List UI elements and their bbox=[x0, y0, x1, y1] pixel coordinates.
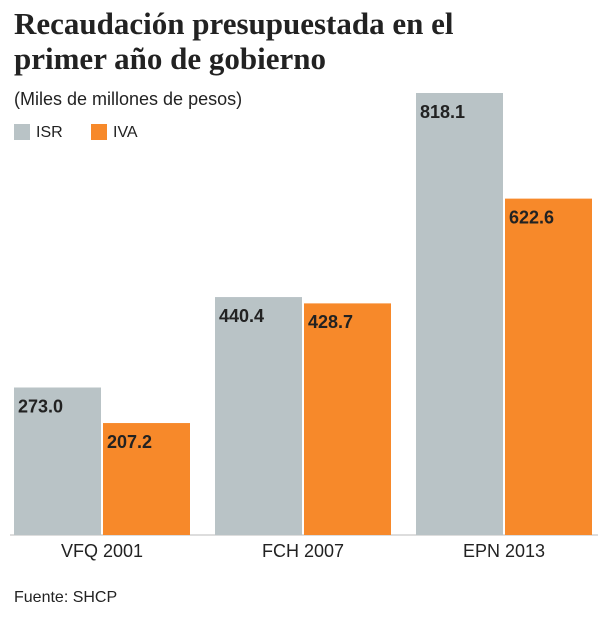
chart-title: Recaudación presupuestada en el primer a… bbox=[14, 6, 454, 76]
value-label: 818.1 bbox=[420, 102, 465, 122]
bar bbox=[215, 297, 302, 535]
value-label: 207.2 bbox=[107, 432, 152, 452]
bar bbox=[416, 93, 503, 535]
legend-label: IVA bbox=[113, 124, 138, 141]
legend-swatch bbox=[14, 124, 30, 140]
legend-label: ISR bbox=[36, 124, 63, 141]
legend-swatch bbox=[91, 124, 107, 140]
source: Fuente: SHCP bbox=[14, 589, 117, 606]
value-label: 622.6 bbox=[509, 207, 554, 227]
value-label: 440.4 bbox=[219, 306, 264, 326]
bar bbox=[304, 303, 391, 535]
value-label: 273.0 bbox=[18, 396, 63, 416]
x-tick-label: EPN 2013 bbox=[463, 541, 545, 561]
bar bbox=[103, 423, 190, 535]
x-tick-label: VFQ 2001 bbox=[61, 541, 143, 561]
value-label: 428.7 bbox=[308, 312, 353, 332]
x-tick-label: FCH 2007 bbox=[262, 541, 344, 561]
bar bbox=[505, 198, 592, 535]
subtitle: (Miles de millones de pesos) bbox=[14, 89, 242, 109]
bar bbox=[14, 387, 101, 535]
